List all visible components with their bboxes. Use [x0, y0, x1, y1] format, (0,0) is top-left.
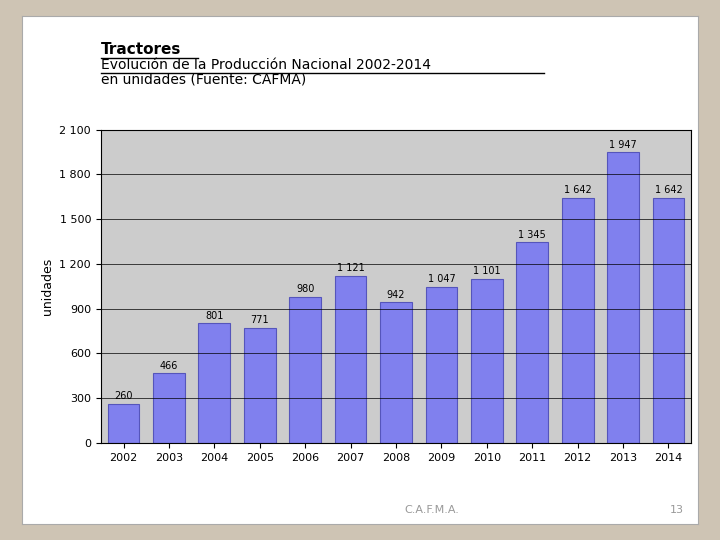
Bar: [335, 275, 366, 443]
Bar: [153, 373, 185, 443]
Text: 1 947: 1 947: [609, 140, 637, 150]
Text: 1 121: 1 121: [337, 263, 364, 273]
Bar: [244, 328, 276, 443]
Bar: [107, 404, 140, 443]
Bar: [289, 296, 321, 443]
Text: C.A.F.M.A.: C.A.F.M.A.: [405, 505, 459, 515]
Bar: [516, 242, 548, 443]
Text: 1 101: 1 101: [473, 266, 500, 276]
Text: 260: 260: [114, 392, 132, 401]
Text: 771: 771: [251, 315, 269, 325]
Text: 801: 801: [205, 310, 223, 321]
Bar: [607, 152, 639, 443]
Text: en unidades (Fuente: CAFMA): en unidades (Fuente: CAFMA): [101, 72, 306, 86]
Text: 942: 942: [387, 289, 405, 300]
Text: Evolución de la Producción Nacional 2002-2014: Evolución de la Producción Nacional 2002…: [101, 58, 431, 72]
Text: 1 047: 1 047: [428, 274, 455, 284]
Text: 466: 466: [160, 361, 178, 370]
Bar: [652, 198, 685, 443]
Bar: [199, 323, 230, 443]
Text: 1 345: 1 345: [518, 230, 546, 240]
Text: Tractores: Tractores: [101, 42, 181, 57]
Text: 980: 980: [296, 284, 315, 294]
Bar: [562, 198, 593, 443]
Text: 1 642: 1 642: [564, 185, 592, 195]
Bar: [380, 302, 412, 443]
Text: 1 642: 1 642: [654, 185, 683, 195]
Y-axis label: unidades: unidades: [41, 258, 54, 315]
Bar: [426, 287, 457, 443]
Text: 13: 13: [670, 505, 684, 515]
Bar: [471, 279, 503, 443]
